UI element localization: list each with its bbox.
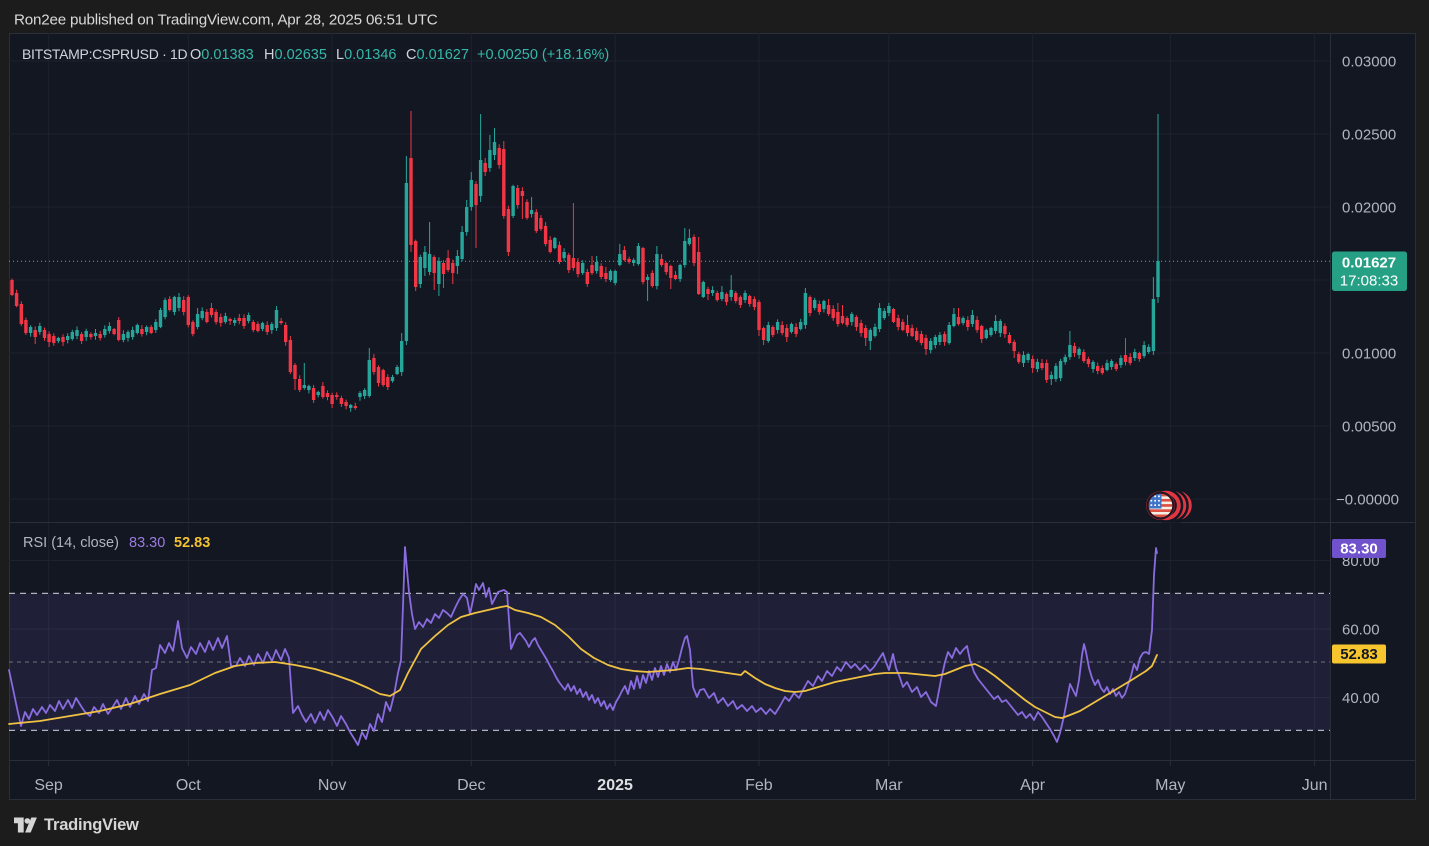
- svg-text:0.03000: 0.03000: [1342, 54, 1396, 71]
- svg-text:Sep: Sep: [34, 777, 63, 794]
- svg-text:Mar: Mar: [875, 777, 903, 794]
- svg-text:−0.00000: −0.00000: [1336, 492, 1399, 509]
- svg-text:May: May: [1155, 777, 1185, 794]
- svg-text:52.83: 52.83: [174, 535, 210, 551]
- svg-text:BITSTAMP:CSPRUSD · 1D: BITSTAMP:CSPRUSD · 1D: [22, 46, 188, 62]
- svg-text:40.00: 40.00: [1342, 690, 1380, 707]
- svg-text:+0.00250 (+18.16%): +0.00250 (+18.16%): [477, 47, 609, 63]
- svg-text:0.01627: 0.01627: [1342, 255, 1396, 272]
- svg-text:0.01000: 0.01000: [1342, 346, 1396, 363]
- svg-text:Oct: Oct: [176, 777, 201, 794]
- svg-text:RSI (14, close): RSI (14, close): [23, 535, 119, 551]
- svg-text:Apr: Apr: [1020, 777, 1046, 794]
- svg-text:O0.01383: O0.01383: [190, 47, 254, 63]
- svg-text:Jun: Jun: [1302, 777, 1328, 794]
- svg-text:TradingView: TradingView: [44, 816, 139, 834]
- svg-text:0.00500: 0.00500: [1342, 419, 1396, 436]
- svg-text:H0.02635: H0.02635: [264, 47, 327, 63]
- svg-text:83.30: 83.30: [129, 535, 165, 551]
- svg-text:L0.01346: L0.01346: [336, 47, 397, 63]
- svg-text:Ron2ee published on TradingVie: Ron2ee published on TradingView.com, Apr…: [14, 12, 438, 29]
- svg-text:C0.01627: C0.01627: [406, 47, 469, 63]
- svg-text:0.02500: 0.02500: [1342, 127, 1396, 144]
- svg-text:17:08:33: 17:08:33: [1340, 273, 1398, 290]
- svg-text:0.02000: 0.02000: [1342, 200, 1396, 217]
- svg-text:2025: 2025: [597, 777, 633, 794]
- svg-text:Dec: Dec: [457, 777, 485, 794]
- svg-text:60.00: 60.00: [1342, 622, 1380, 639]
- svg-text:83.30: 83.30: [1340, 541, 1378, 558]
- svg-text:Nov: Nov: [318, 777, 346, 794]
- svg-text:52.83: 52.83: [1340, 646, 1378, 663]
- svg-text:Feb: Feb: [745, 777, 773, 794]
